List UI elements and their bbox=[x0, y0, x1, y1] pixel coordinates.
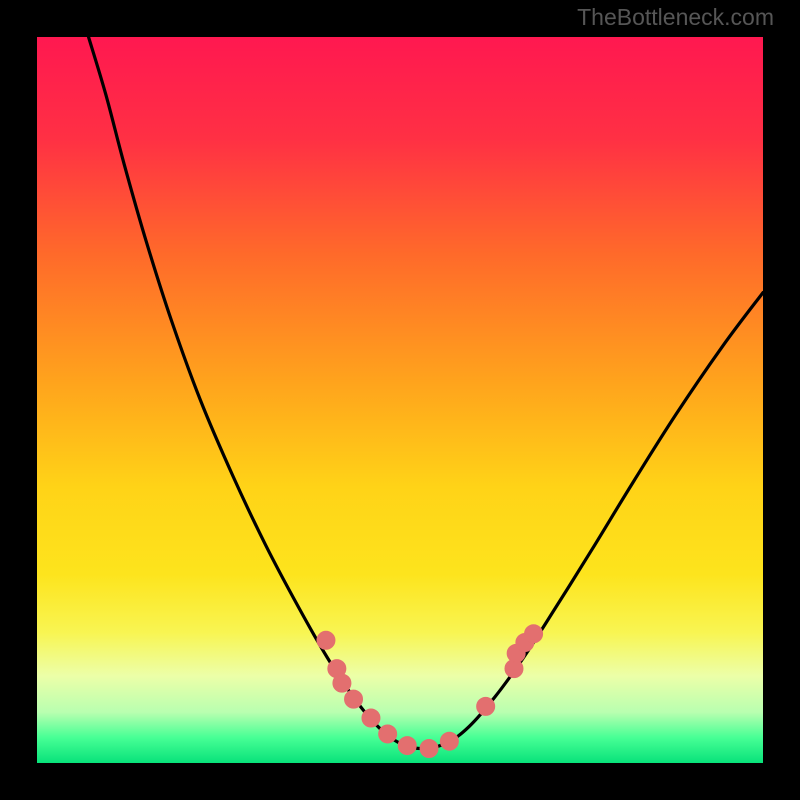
marker-dot bbox=[345, 690, 363, 708]
marker-dot bbox=[362, 709, 380, 727]
bottleneck-curve bbox=[89, 37, 763, 749]
marker-group bbox=[317, 625, 543, 758]
marker-dot bbox=[525, 625, 543, 643]
curve-layer bbox=[37, 37, 763, 763]
plot-area bbox=[37, 37, 763, 763]
marker-dot bbox=[477, 697, 495, 715]
marker-dot bbox=[333, 674, 351, 692]
watermark-text: TheBottleneck.com bbox=[577, 4, 774, 31]
marker-dot bbox=[420, 739, 438, 757]
marker-dot bbox=[440, 732, 458, 750]
marker-dot bbox=[317, 631, 335, 649]
marker-dot bbox=[379, 725, 397, 743]
chart-stage: TheBottleneck.com bbox=[0, 0, 800, 800]
marker-dot bbox=[398, 737, 416, 755]
